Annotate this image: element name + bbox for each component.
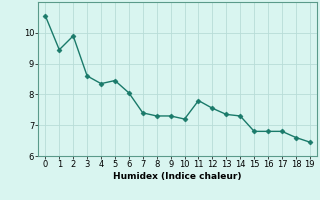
X-axis label: Humidex (Indice chaleur): Humidex (Indice chaleur) <box>113 172 242 181</box>
